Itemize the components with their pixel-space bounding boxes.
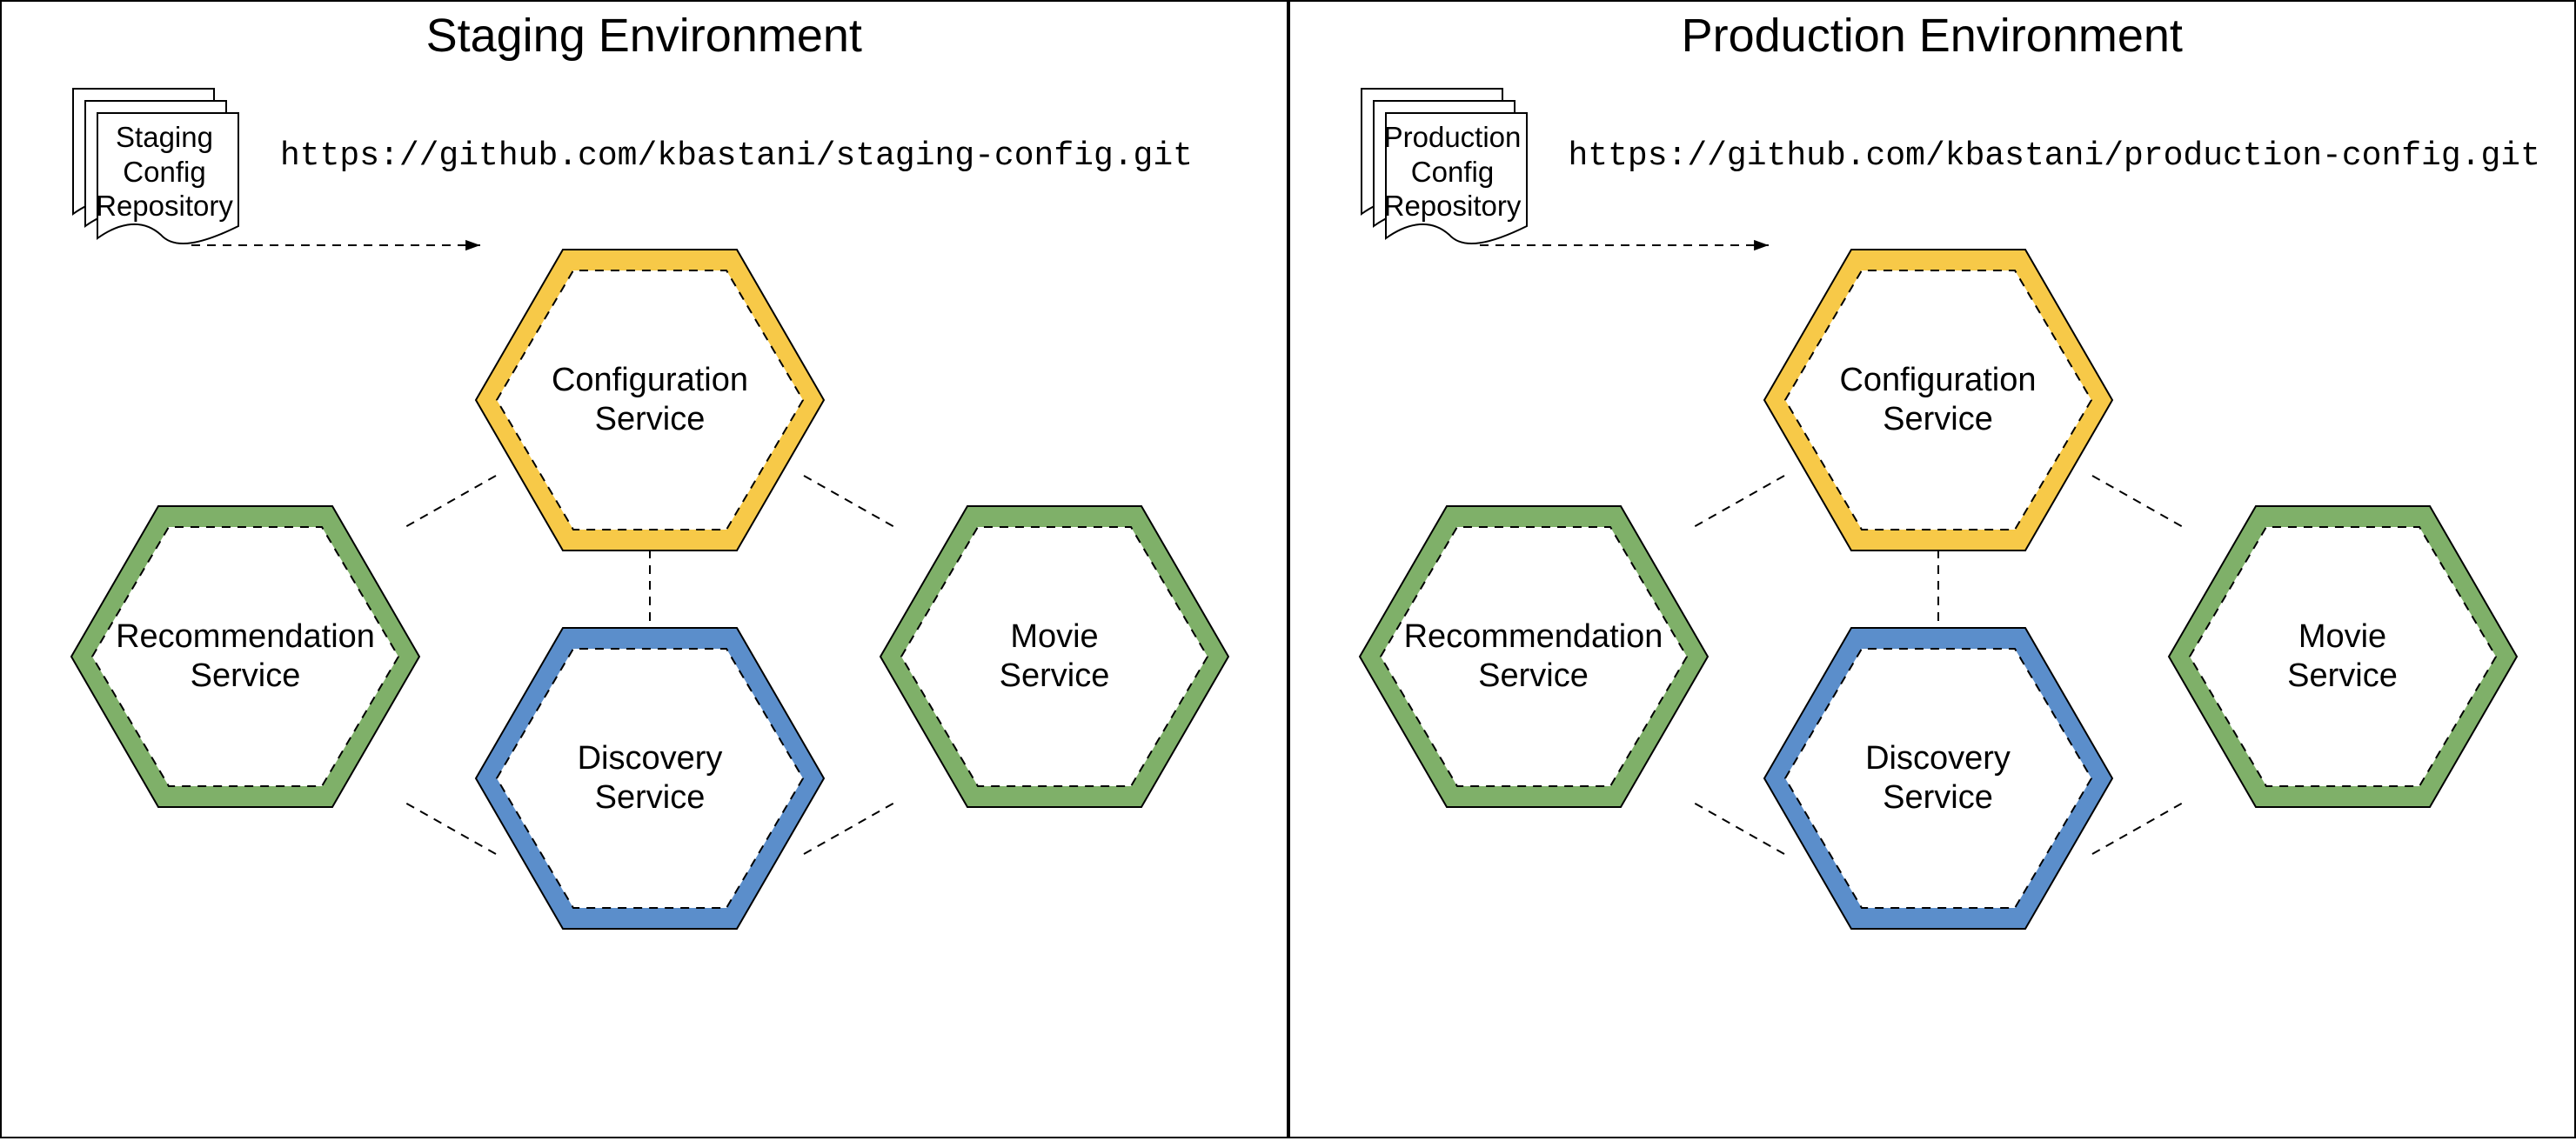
panel-production: Production Environment Production Config… [1288,0,2576,1138]
hex-movie: Movie Service [2169,506,2517,807]
repo-block: Production Config Repository [1351,89,1560,263]
repo-block: Staging Config Repository [63,89,271,263]
hex-label-recommend: Recommendation Service [1404,617,1663,696]
panel-staging: Staging Environment Staging Config Repos… [0,0,1288,1138]
hex-label-movie: Movie Service [1000,617,1110,696]
hex-label-config: Configuration Service [552,361,748,439]
hex-discovery: Discovery Service [1764,628,2112,929]
hex-label-discovery: Discovery Service [1865,739,2011,817]
hex-recommend: Recommendation Service [1360,506,1708,807]
diagram-root: Staging Environment Staging Config Repos… [0,0,2576,1138]
hex-recommend: Recommendation Service [71,506,419,807]
hex-label-config: Configuration Service [1839,361,2036,439]
panel-title: Staging Environment [2,9,1287,63]
repo-url: https://github.com/kbastani/staging-conf… [280,137,1193,175]
hex-label-movie: Movie Service [2287,617,2398,696]
hex-label-recommend: Recommendation Service [116,617,375,696]
repo-url: https://github.com/kbastani/production-c… [1569,137,2540,175]
hex-config: Configuration Service [1764,250,2112,550]
hex-discovery: Discovery Service [476,628,824,929]
repo-label: Production Config Repository [1379,120,1527,224]
panel-title: Production Environment [1290,9,2575,63]
hex-movie: Movie Service [880,506,1228,807]
hex-config: Configuration Service [476,250,824,550]
hex-label-discovery: Discovery Service [578,739,723,817]
repo-label: Staging Config Repository [90,120,238,224]
